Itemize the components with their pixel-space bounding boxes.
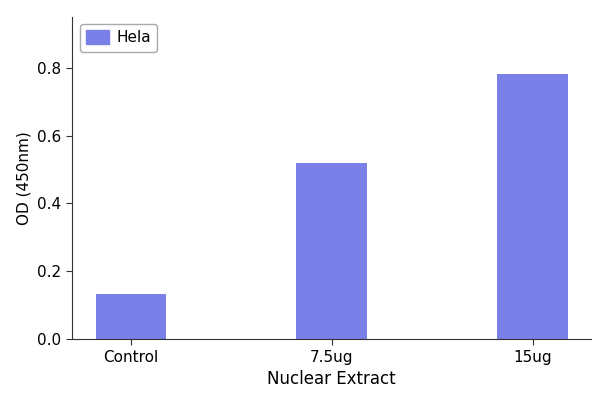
X-axis label: Nuclear Extract: Nuclear Extract [268, 370, 396, 388]
Y-axis label: OD (450nm): OD (450nm) [16, 131, 32, 225]
Bar [497, 75, 568, 339]
Bar [297, 163, 367, 339]
Bar [95, 294, 166, 339]
Legend: Hela: Hela [80, 24, 157, 51]
